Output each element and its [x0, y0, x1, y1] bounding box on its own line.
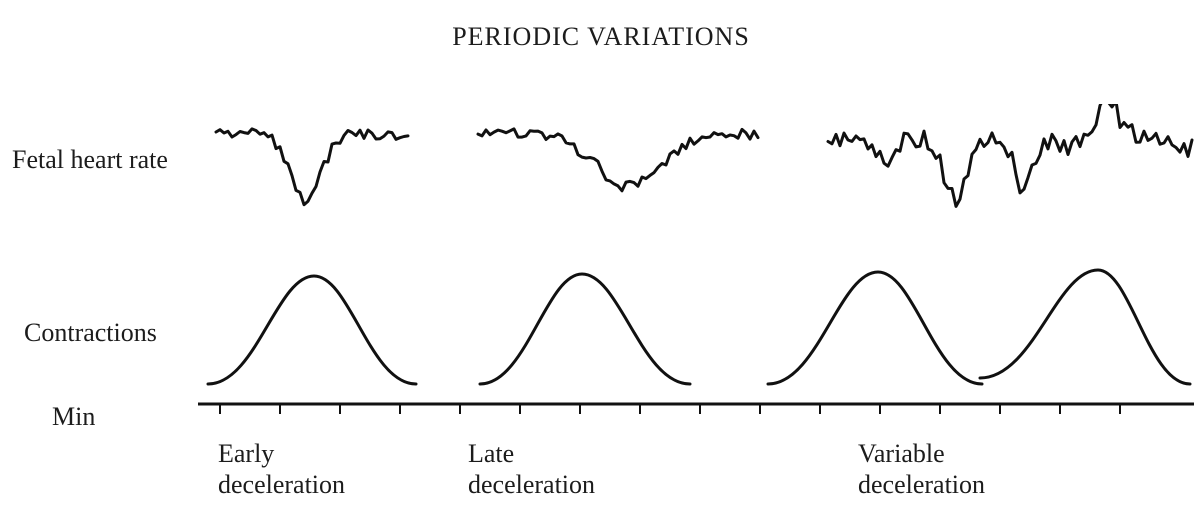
caption-early-l2: deceleration	[218, 470, 345, 499]
caption-variable-l1: Variable	[858, 439, 945, 468]
ylabel-min: Min	[52, 402, 95, 432]
contraction-traces	[196, 260, 1198, 390]
ylabel-fhr: Fetal heart rate	[12, 145, 168, 175]
caption-early: Early deceleration	[218, 438, 345, 500]
diagram-root: PERIODIC VARIATIONS Fetal heart rate Con…	[0, 0, 1202, 506]
caption-early-l1: Early	[218, 439, 274, 468]
caption-late: Late deceleration	[468, 438, 595, 500]
chart-title: PERIODIC VARIATIONS	[0, 22, 1202, 52]
caption-late-l1: Late	[468, 439, 514, 468]
time-axis	[196, 390, 1198, 422]
caption-variable: Variable deceleration	[858, 438, 985, 500]
caption-late-l2: deceleration	[468, 470, 595, 499]
ylabel-contractions: Contractions	[24, 318, 157, 348]
caption-variable-l2: deceleration	[858, 470, 985, 499]
fhr-traces	[196, 104, 1198, 216]
